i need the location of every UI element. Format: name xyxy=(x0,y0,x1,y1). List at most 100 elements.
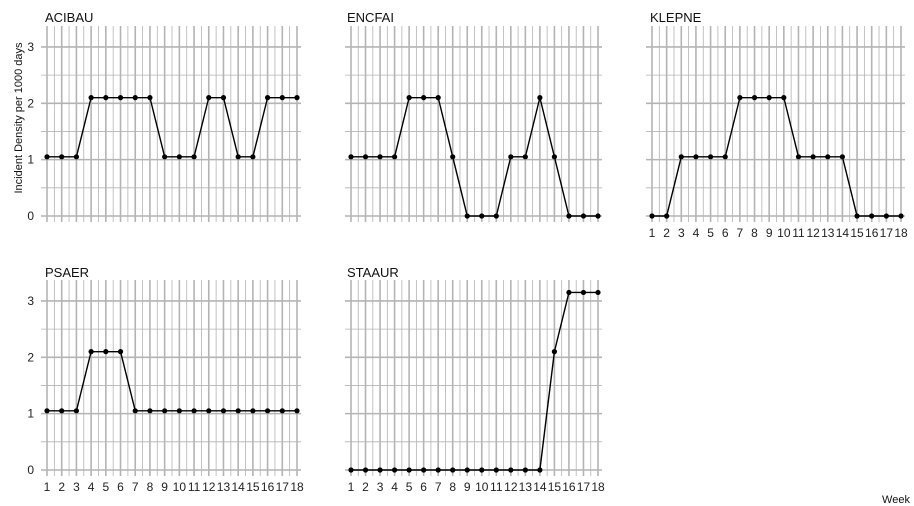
data-point xyxy=(508,154,514,160)
data-point xyxy=(88,95,94,101)
x-tick-label: 3 xyxy=(73,480,80,494)
data-point xyxy=(162,408,168,414)
data-point xyxy=(551,349,558,355)
data-point xyxy=(88,349,94,355)
y-tick-label: 0 xyxy=(27,463,34,477)
x-tick-label: 4 xyxy=(88,480,95,494)
x-tick-label: 5 xyxy=(707,226,714,240)
data-point xyxy=(537,95,543,101)
data-point xyxy=(294,408,300,414)
data-point xyxy=(73,154,80,160)
data-point xyxy=(751,95,758,101)
x-tick-label: 7 xyxy=(132,480,139,494)
x-tick-label: 2 xyxy=(362,480,369,494)
data-point xyxy=(206,95,212,101)
x-tick-label: 16 xyxy=(261,480,275,494)
data-point xyxy=(766,95,772,101)
data-point xyxy=(44,408,50,414)
data-point xyxy=(391,467,398,473)
data-point xyxy=(250,154,256,160)
data-point xyxy=(781,95,787,101)
data-point xyxy=(522,154,528,160)
y-tick-label: 1 xyxy=(27,153,34,167)
x-tick-label: 15 xyxy=(548,480,562,494)
x-tick-label: 8 xyxy=(449,480,456,494)
data-point xyxy=(722,154,728,160)
x-tick-label: 9 xyxy=(766,226,773,240)
x-tick-label: 12 xyxy=(202,480,216,494)
x-tick-label: 13 xyxy=(519,480,533,494)
data-point xyxy=(537,467,543,473)
data-point xyxy=(117,349,124,355)
data-point xyxy=(508,467,514,473)
data-point xyxy=(839,154,846,160)
x-tick-label: 10 xyxy=(777,226,791,240)
data-point xyxy=(377,467,383,473)
data-point xyxy=(279,408,285,414)
data-point xyxy=(348,154,354,160)
x-tick-label: 8 xyxy=(147,480,154,494)
y-tick-label: 1 xyxy=(27,407,34,421)
data-point xyxy=(147,408,153,414)
series-line xyxy=(47,96,297,158)
data-point xyxy=(450,154,456,160)
data-point xyxy=(898,213,904,219)
x-tick-label: 10 xyxy=(173,480,187,494)
x-tick-label: 16 xyxy=(865,226,879,240)
panel-title: ENCFAI xyxy=(347,10,394,25)
data-point xyxy=(264,95,271,101)
x-tick-label: 1 xyxy=(649,226,656,240)
data-point xyxy=(117,95,124,101)
data-point xyxy=(825,154,831,160)
data-point xyxy=(220,408,227,414)
data-point xyxy=(406,95,412,101)
data-point xyxy=(435,95,441,101)
data-point xyxy=(580,213,587,219)
data-point xyxy=(377,154,383,160)
data-point xyxy=(103,95,109,101)
data-point xyxy=(235,408,241,414)
x-tick-label: 6 xyxy=(420,480,427,494)
data-point xyxy=(737,95,743,101)
data-point xyxy=(479,213,485,219)
data-point xyxy=(162,154,168,160)
data-point xyxy=(595,289,601,296)
data-point xyxy=(883,213,889,219)
data-point xyxy=(406,467,412,473)
data-point xyxy=(479,467,485,473)
data-point xyxy=(362,467,369,473)
data-point xyxy=(279,95,285,101)
x-tick-label: 18 xyxy=(591,480,605,494)
y-tick-label: 0 xyxy=(27,209,34,223)
data-point xyxy=(264,408,271,414)
x-tick-label: 11 xyxy=(490,480,503,494)
x-tick-label: 1 xyxy=(348,480,355,494)
data-point xyxy=(73,408,80,414)
x-tick-label: 14 xyxy=(231,480,245,494)
data-point xyxy=(348,467,354,473)
y-tick-label: 3 xyxy=(27,294,34,308)
x-tick-label: 12 xyxy=(806,226,820,240)
data-point xyxy=(854,213,860,219)
data-point xyxy=(176,408,182,414)
x-tick-label: 13 xyxy=(821,226,835,240)
x-tick-label: 15 xyxy=(850,226,864,240)
data-point xyxy=(59,154,65,160)
x-tick-label: 17 xyxy=(880,226,894,240)
data-point xyxy=(191,154,197,160)
x-axis-title: Week xyxy=(882,494,910,506)
data-point xyxy=(362,154,369,160)
data-point xyxy=(220,95,227,101)
data-point xyxy=(464,213,470,219)
x-tick-label: 7 xyxy=(435,480,442,494)
data-point xyxy=(450,467,456,473)
y-axis-title: Incident Density per 1000 days xyxy=(13,42,25,194)
data-point xyxy=(250,408,256,414)
data-point xyxy=(795,154,802,160)
data-point xyxy=(595,213,601,219)
data-point xyxy=(391,154,398,160)
